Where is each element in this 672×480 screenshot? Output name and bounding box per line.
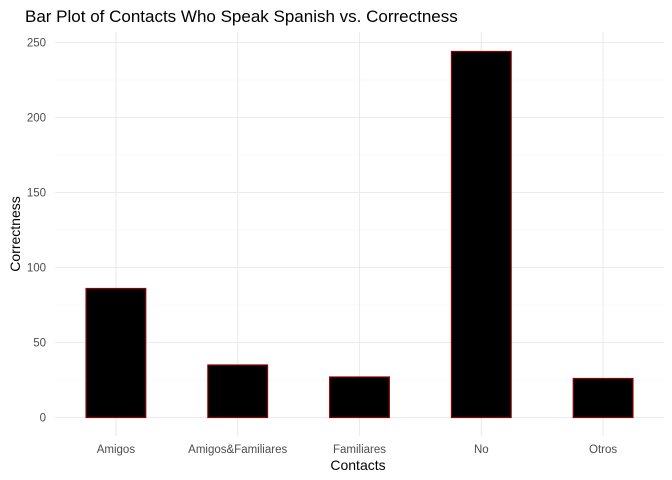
y-tick-label: 250 [27, 38, 46, 50]
y-tick-label: 150 [27, 188, 46, 200]
bar-amigos-familiares [207, 364, 269, 419]
bar-amigos [85, 287, 147, 419]
x-axis-title: Contacts [330, 457, 385, 473]
bar-no [450, 50, 512, 419]
x-tick-label: Amigos [97, 444, 136, 456]
y-axis-title: Correctness [7, 196, 23, 271]
x-tick-label: Amigos&Familiares [188, 444, 287, 456]
y-tick-label: 100 [27, 263, 46, 275]
y-tick-label: 200 [27, 113, 46, 125]
grid-lines [55, 32, 664, 436]
x-tick-label: Otros [589, 444, 617, 456]
y-tick-label: 50 [33, 338, 46, 350]
y-tick-label: 0 [40, 413, 46, 425]
x-tick-label: Familiares [333, 444, 386, 456]
bar-otros [572, 377, 634, 419]
chart-title: Bar Plot of Contacts Who Speak Spanish v… [25, 7, 458, 26]
x-tick-label: No [474, 444, 489, 456]
x-tick-labels: Amigos Amigos&Familiares Familiares No Otros [97, 444, 618, 456]
bar-familiares [329, 376, 390, 419]
bars [85, 50, 634, 419]
y-tick-labels: 0 50 100 150 200 250 [27, 38, 46, 425]
